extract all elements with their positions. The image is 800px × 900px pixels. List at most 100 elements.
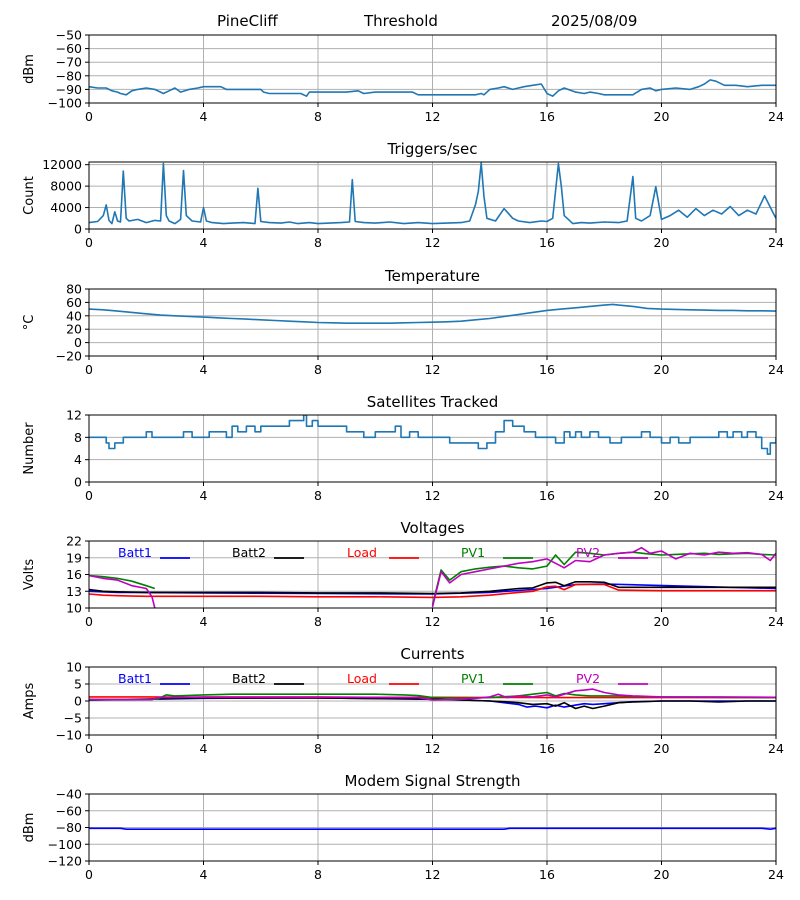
- legend-label-load: Load: [347, 671, 377, 686]
- legend-label-pv2: PV2: [576, 545, 600, 560]
- plot-frame: [88, 540, 777, 609]
- panel-title: Satellites Tracked: [367, 393, 498, 411]
- x-tick-label: 12: [425, 362, 441, 377]
- y-tick-label: 16: [66, 567, 82, 582]
- x-tick-label: 24: [768, 614, 784, 629]
- y-tick-label: 8: [74, 430, 82, 445]
- series-line: [89, 303, 776, 324]
- series-line-load: [89, 583, 776, 599]
- y-tick-label: −90: [56, 82, 82, 97]
- x-tick-label: 20: [654, 362, 670, 377]
- legend-label-batt1: Batt1: [118, 671, 152, 686]
- x-tick-label: 0: [85, 488, 93, 503]
- series-line-batt2: [89, 697, 776, 710]
- legend-label-pv2: PV2: [576, 671, 600, 686]
- header-mode: Threshold: [363, 12, 438, 30]
- x-tick-label: 4: [200, 362, 208, 377]
- legend-label-batt2: Batt2: [232, 545, 266, 560]
- x-tick-label: 8: [314, 741, 322, 756]
- plot-frame: [88, 414, 777, 483]
- x-tick-label: 20: [654, 614, 670, 629]
- y-tick-label: −5: [64, 711, 82, 726]
- y-tick-label: 19: [66, 550, 82, 565]
- panel-signal: 0 4 8 12 16 20 24 −50−60−70−80−90−100 dBm: [22, 28, 784, 125]
- series-line-pv1: [89, 691, 776, 701]
- x-tick-label: 12: [425, 741, 441, 756]
- x-tick-label: 20: [654, 741, 670, 756]
- y-tick-label: 13: [66, 584, 82, 599]
- legend-label-pv1: PV1: [461, 671, 485, 686]
- legend-label-pv1: PV1: [461, 545, 485, 560]
- y-tick-label: 4: [74, 452, 82, 467]
- y-tick-label: 80: [66, 282, 82, 297]
- y-axis-label: dBm: [22, 54, 37, 84]
- x-tick-label: 0: [85, 362, 93, 377]
- y-tick-label: −70: [56, 55, 82, 70]
- series-line: [89, 162, 776, 225]
- x-tick-label: 4: [200, 741, 208, 756]
- panel-title: Voltages: [400, 519, 464, 537]
- x-tick-label: 16: [539, 235, 555, 250]
- panel-triggers: 0 4 8 12 16 20 24 12000 8000 4000 0 Triggers/sec Cou…: [22, 140, 784, 250]
- series-line-pv1: [89, 551, 776, 606]
- panel-title: Modem Signal Strength: [345, 772, 521, 790]
- plot-frame: [88, 161, 777, 230]
- y-axis-label: Amps: [22, 682, 37, 719]
- x-tick-label: 20: [654, 488, 670, 503]
- x-tick-label: 16: [539, 867, 555, 882]
- y-axis-label: Count: [22, 176, 37, 215]
- y-tick-label: 20: [66, 322, 82, 337]
- y-tick-label: −100: [48, 96, 82, 111]
- panel-title: Currents: [400, 645, 464, 663]
- x-tick-label: 4: [200, 614, 208, 629]
- x-tick-label: 8: [314, 488, 322, 503]
- header-station: PineCliff: [217, 12, 278, 30]
- x-tick-label: 8: [314, 614, 322, 629]
- y-tick-label: −40: [56, 787, 82, 802]
- legend-label-load: Load: [347, 545, 377, 560]
- series-line: [89, 415, 776, 455]
- header-date: 2025/08/09: [551, 12, 637, 30]
- x-tick-label: 16: [539, 614, 555, 629]
- x-tick-label: 0: [85, 741, 93, 756]
- x-tick-label: 24: [768, 235, 784, 250]
- x-tick-label: 12: [425, 867, 441, 882]
- y-tick-label: −100: [48, 837, 82, 852]
- legend-label-batt2: Batt2: [232, 671, 266, 686]
- x-tick-label: 16: [539, 109, 555, 124]
- y-tick-label: −80: [56, 820, 82, 835]
- panel-title: Temperature: [384, 267, 480, 285]
- y-tick-label: −10: [56, 728, 82, 743]
- y-tick-label: 60: [66, 295, 82, 310]
- x-tick-label: 0: [85, 614, 93, 629]
- x-tick-label: 24: [768, 741, 784, 756]
- x-tick-label: 8: [314, 109, 322, 124]
- x-tick-label: 4: [200, 109, 208, 124]
- x-tick-label: 16: [539, 362, 555, 377]
- x-tick-label: 12: [425, 109, 441, 124]
- x-tick-label: 8: [314, 235, 322, 250]
- series-line: [89, 79, 776, 97]
- y-tick-label: 8000: [50, 179, 82, 194]
- x-tick-label: 0: [85, 867, 93, 882]
- x-tick-label: 8: [314, 362, 322, 377]
- x-tick-label: 0: [85, 109, 93, 124]
- y-tick-label: −20: [56, 349, 82, 364]
- x-tick-label: 4: [200, 867, 208, 882]
- y-tick-label: 22: [66, 534, 82, 549]
- x-tick-label: 8: [314, 867, 322, 882]
- x-tick-label: 4: [200, 488, 208, 503]
- y-tick-label: 5: [74, 677, 82, 692]
- panel-modem: 0 4 8 12 16 20 24 −40−60 −80 −100 −120 Modem Signal…: [22, 772, 784, 882]
- y-tick-label: 0: [74, 475, 82, 490]
- plot-frame: [88, 34, 777, 104]
- y-tick-label: 0: [74, 694, 82, 709]
- y-axis-label: dBm: [22, 813, 37, 843]
- x-tick-label: 12: [425, 614, 441, 629]
- y-tick-label: 10: [66, 601, 82, 616]
- series-line: [89, 827, 776, 830]
- y-tick-label: −80: [56, 68, 82, 83]
- y-tick-label: 0: [74, 335, 82, 350]
- legend-label-batt1: Batt1: [118, 545, 152, 560]
